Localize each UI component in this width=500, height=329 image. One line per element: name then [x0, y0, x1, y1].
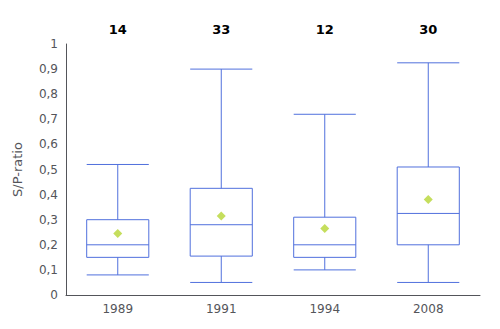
svg-text:S/P-ratio: S/P-ratio: [10, 142, 25, 197]
svg-text:0: 0: [50, 288, 58, 302]
svg-text:0,4: 0,4: [39, 188, 58, 202]
svg-text:0,7: 0,7: [39, 112, 58, 126]
svg-text:0,6: 0,6: [39, 137, 58, 151]
svg-text:33: 33: [212, 22, 230, 37]
svg-text:14: 14: [109, 22, 127, 37]
svg-text:1989: 1989: [102, 302, 133, 316]
svg-text:0,1: 0,1: [39, 263, 58, 277]
svg-text:0,3: 0,3: [39, 213, 58, 227]
svg-text:1994: 1994: [309, 302, 340, 316]
svg-text:12: 12: [316, 22, 334, 37]
svg-text:0,9: 0,9: [39, 62, 58, 76]
svg-text:0,2: 0,2: [39, 238, 58, 252]
svg-text:1: 1: [50, 37, 58, 51]
svg-text:0,8: 0,8: [39, 87, 58, 101]
svg-text:0,5: 0,5: [39, 163, 58, 177]
svg-text:30: 30: [419, 22, 437, 37]
svg-text:1991: 1991: [206, 302, 237, 316]
svg-text:2008: 2008: [413, 302, 444, 316]
